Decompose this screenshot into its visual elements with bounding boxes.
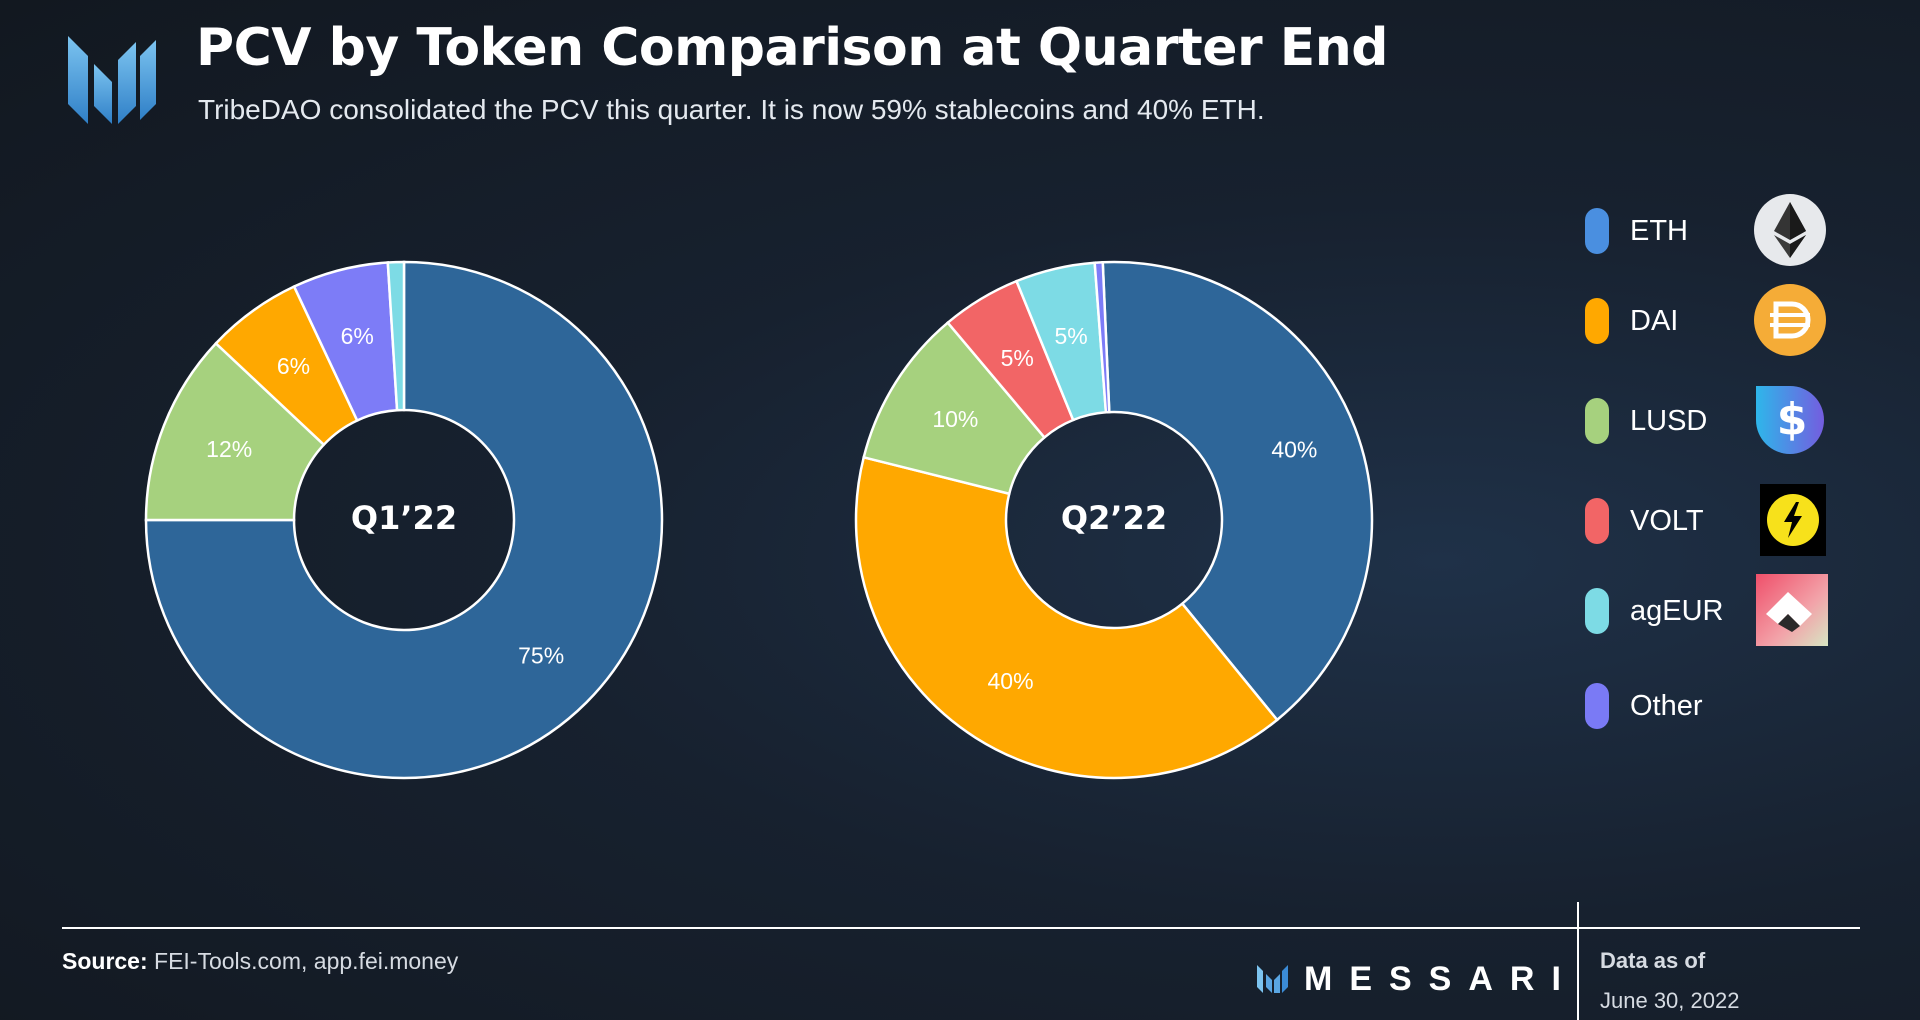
slice-label-q1-eth: 75% bbox=[518, 642, 564, 668]
source-text: FEI-Tools.com, app.fei.money bbox=[154, 948, 459, 974]
slice-label-q1-other: 6% bbox=[341, 323, 374, 349]
ethereum-icon bbox=[1754, 194, 1826, 266]
chart-title: PCV by Token Comparison at Quarter End bbox=[196, 18, 1389, 78]
legend-swatch-dai bbox=[1585, 298, 1609, 344]
source-label: Source: bbox=[62, 948, 148, 974]
source-note: Source: FEI-Tools.com, app.fei.money bbox=[62, 948, 458, 975]
donut-slice-q1-eth bbox=[144, 260, 664, 780]
footer-rule bbox=[62, 927, 1860, 929]
legend-item-volt: VOLT bbox=[1580, 484, 1880, 556]
donut-slice-q2-eth bbox=[1101, 260, 1374, 722]
volt-icon bbox=[1760, 484, 1826, 556]
donut-center-label-q2: Q2’22 bbox=[1061, 499, 1167, 537]
legend-item-lusd: LUSD $ bbox=[1580, 386, 1880, 454]
legend-swatch-ageur bbox=[1585, 588, 1609, 634]
donut-slice-q2-dai bbox=[854, 455, 1279, 780]
legend-item-other: Other bbox=[1580, 675, 1880, 735]
tribe-logo-icon bbox=[68, 36, 156, 124]
slice-label-q2-ageur: 5% bbox=[1055, 323, 1088, 349]
legend-swatch-volt bbox=[1585, 498, 1609, 544]
chart-subtitle: TribeDAO consolidated the PCV this quart… bbox=[198, 94, 1265, 125]
legend-item-dai: DAI bbox=[1580, 284, 1880, 356]
donut-slice-q2-lusd bbox=[862, 320, 1047, 496]
legend-label-other: Other bbox=[1630, 690, 1703, 722]
donut-slice-q2-other bbox=[1093, 260, 1111, 414]
legend-label-lusd: LUSD bbox=[1630, 405, 1708, 437]
data-as-of-label: Data as of bbox=[1600, 948, 1706, 973]
data-as-of-date: June 30, 2022 bbox=[1600, 988, 1740, 1013]
slice-label-q2-volt: 5% bbox=[1001, 345, 1034, 371]
dai-icon bbox=[1754, 284, 1826, 356]
donut-slice-q1-ageur bbox=[386, 260, 406, 412]
donut-slice-q1-lusd bbox=[144, 341, 326, 522]
legend-swatch-lusd bbox=[1585, 398, 1609, 444]
slice-label-q2-lusd: 10% bbox=[932, 406, 978, 432]
svg-text:$: $ bbox=[1777, 394, 1808, 445]
legend-label-dai: DAI bbox=[1630, 305, 1679, 337]
footer-divider bbox=[1577, 902, 1579, 1020]
slice-label-q1-dai: 6% bbox=[277, 353, 310, 379]
legend-swatch-eth bbox=[1585, 208, 1609, 254]
messari-wordmark: MESSARI bbox=[1304, 960, 1578, 998]
legend-item-eth: ETH bbox=[1580, 194, 1880, 266]
messari-logo-icon bbox=[1257, 965, 1288, 993]
messari-brand: MESSARI bbox=[1256, 960, 1561, 1000]
slice-label-q2-dai: 40% bbox=[987, 668, 1033, 694]
angle-ageur-icon bbox=[1756, 574, 1828, 646]
slice-label-q1-lusd: 12% bbox=[206, 436, 252, 462]
legend-swatch-other bbox=[1585, 683, 1609, 729]
legend-label-volt: VOLT bbox=[1630, 505, 1704, 537]
legend: ETH DAI LUSD $ bbox=[1580, 194, 1880, 760]
legend-label-ageur: agEUR bbox=[1630, 595, 1724, 627]
lusd-icon: $ bbox=[1756, 386, 1824, 454]
legend-item-ageur: agEUR bbox=[1580, 574, 1880, 646]
donut-center-label-q1: Q1’22 bbox=[351, 499, 457, 537]
slice-label-q2-eth: 40% bbox=[1271, 436, 1317, 462]
legend-label-eth: ETH bbox=[1630, 215, 1688, 247]
